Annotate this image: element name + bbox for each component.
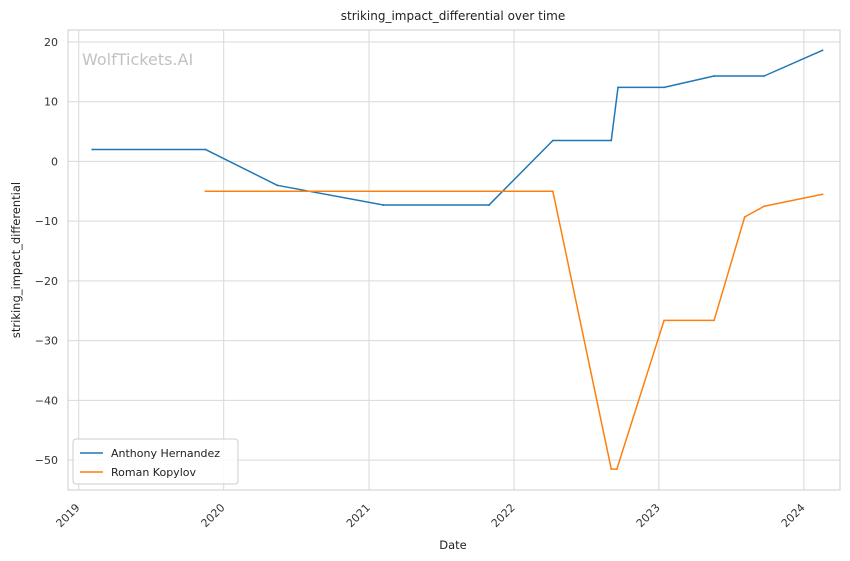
y-tick-label: −50: [35, 454, 58, 467]
y-tick-label: −30: [35, 335, 58, 348]
data-point: [610, 139, 613, 142]
data-point: [763, 75, 766, 77]
series-lines: [91, 49, 824, 470]
y-tick-label: 0: [51, 155, 58, 168]
data-point: [617, 86, 619, 89]
plot-frame: [68, 30, 840, 490]
legend-label: Roman Kopylov: [111, 466, 196, 479]
legend-box: [72, 438, 239, 485]
data-point: [91, 148, 94, 151]
watermark: WolfTickets.AI: [82, 50, 193, 69]
data-point: [204, 148, 207, 151]
data-point: [663, 86, 665, 89]
data-point: [663, 319, 665, 322]
y-tick-label: −40: [35, 394, 58, 407]
x-axis-title: Date: [439, 538, 467, 552]
legend: Anthony Hernandez Roman Kopylov: [72, 438, 239, 485]
data-point: [551, 139, 554, 142]
data-point: [382, 204, 385, 206]
data-point: [610, 468, 613, 470]
data-point: [204, 190, 207, 193]
data-point: [276, 184, 279, 187]
data-point: [488, 204, 490, 206]
plot-area: [67, 29, 841, 491]
y-axis-title: striking_impact_differential: [9, 182, 23, 338]
y-tick-label: 20: [44, 36, 58, 49]
data-point: [821, 193, 824, 196]
series-line-1: [92, 49, 823, 206]
plot-border: [67, 29, 841, 491]
data-point: [713, 319, 716, 322]
y-axis-ticks: 20 10 0 −10 −20 −30 −40 −50: [35, 36, 58, 467]
data-point: [551, 190, 554, 193]
chart-title: striking_impact_differential over time: [341, 9, 566, 23]
y-tick-label: 10: [44, 96, 58, 109]
y-tick-label: −10: [35, 215, 58, 228]
data-point: [615, 468, 618, 470]
data-point: [713, 75, 716, 77]
y-tick-label: −20: [35, 275, 58, 288]
data-point: [743, 216, 746, 218]
legend-label: Anthony Hernandez: [111, 447, 220, 460]
data-point: [821, 49, 824, 52]
data-point: [763, 205, 766, 208]
